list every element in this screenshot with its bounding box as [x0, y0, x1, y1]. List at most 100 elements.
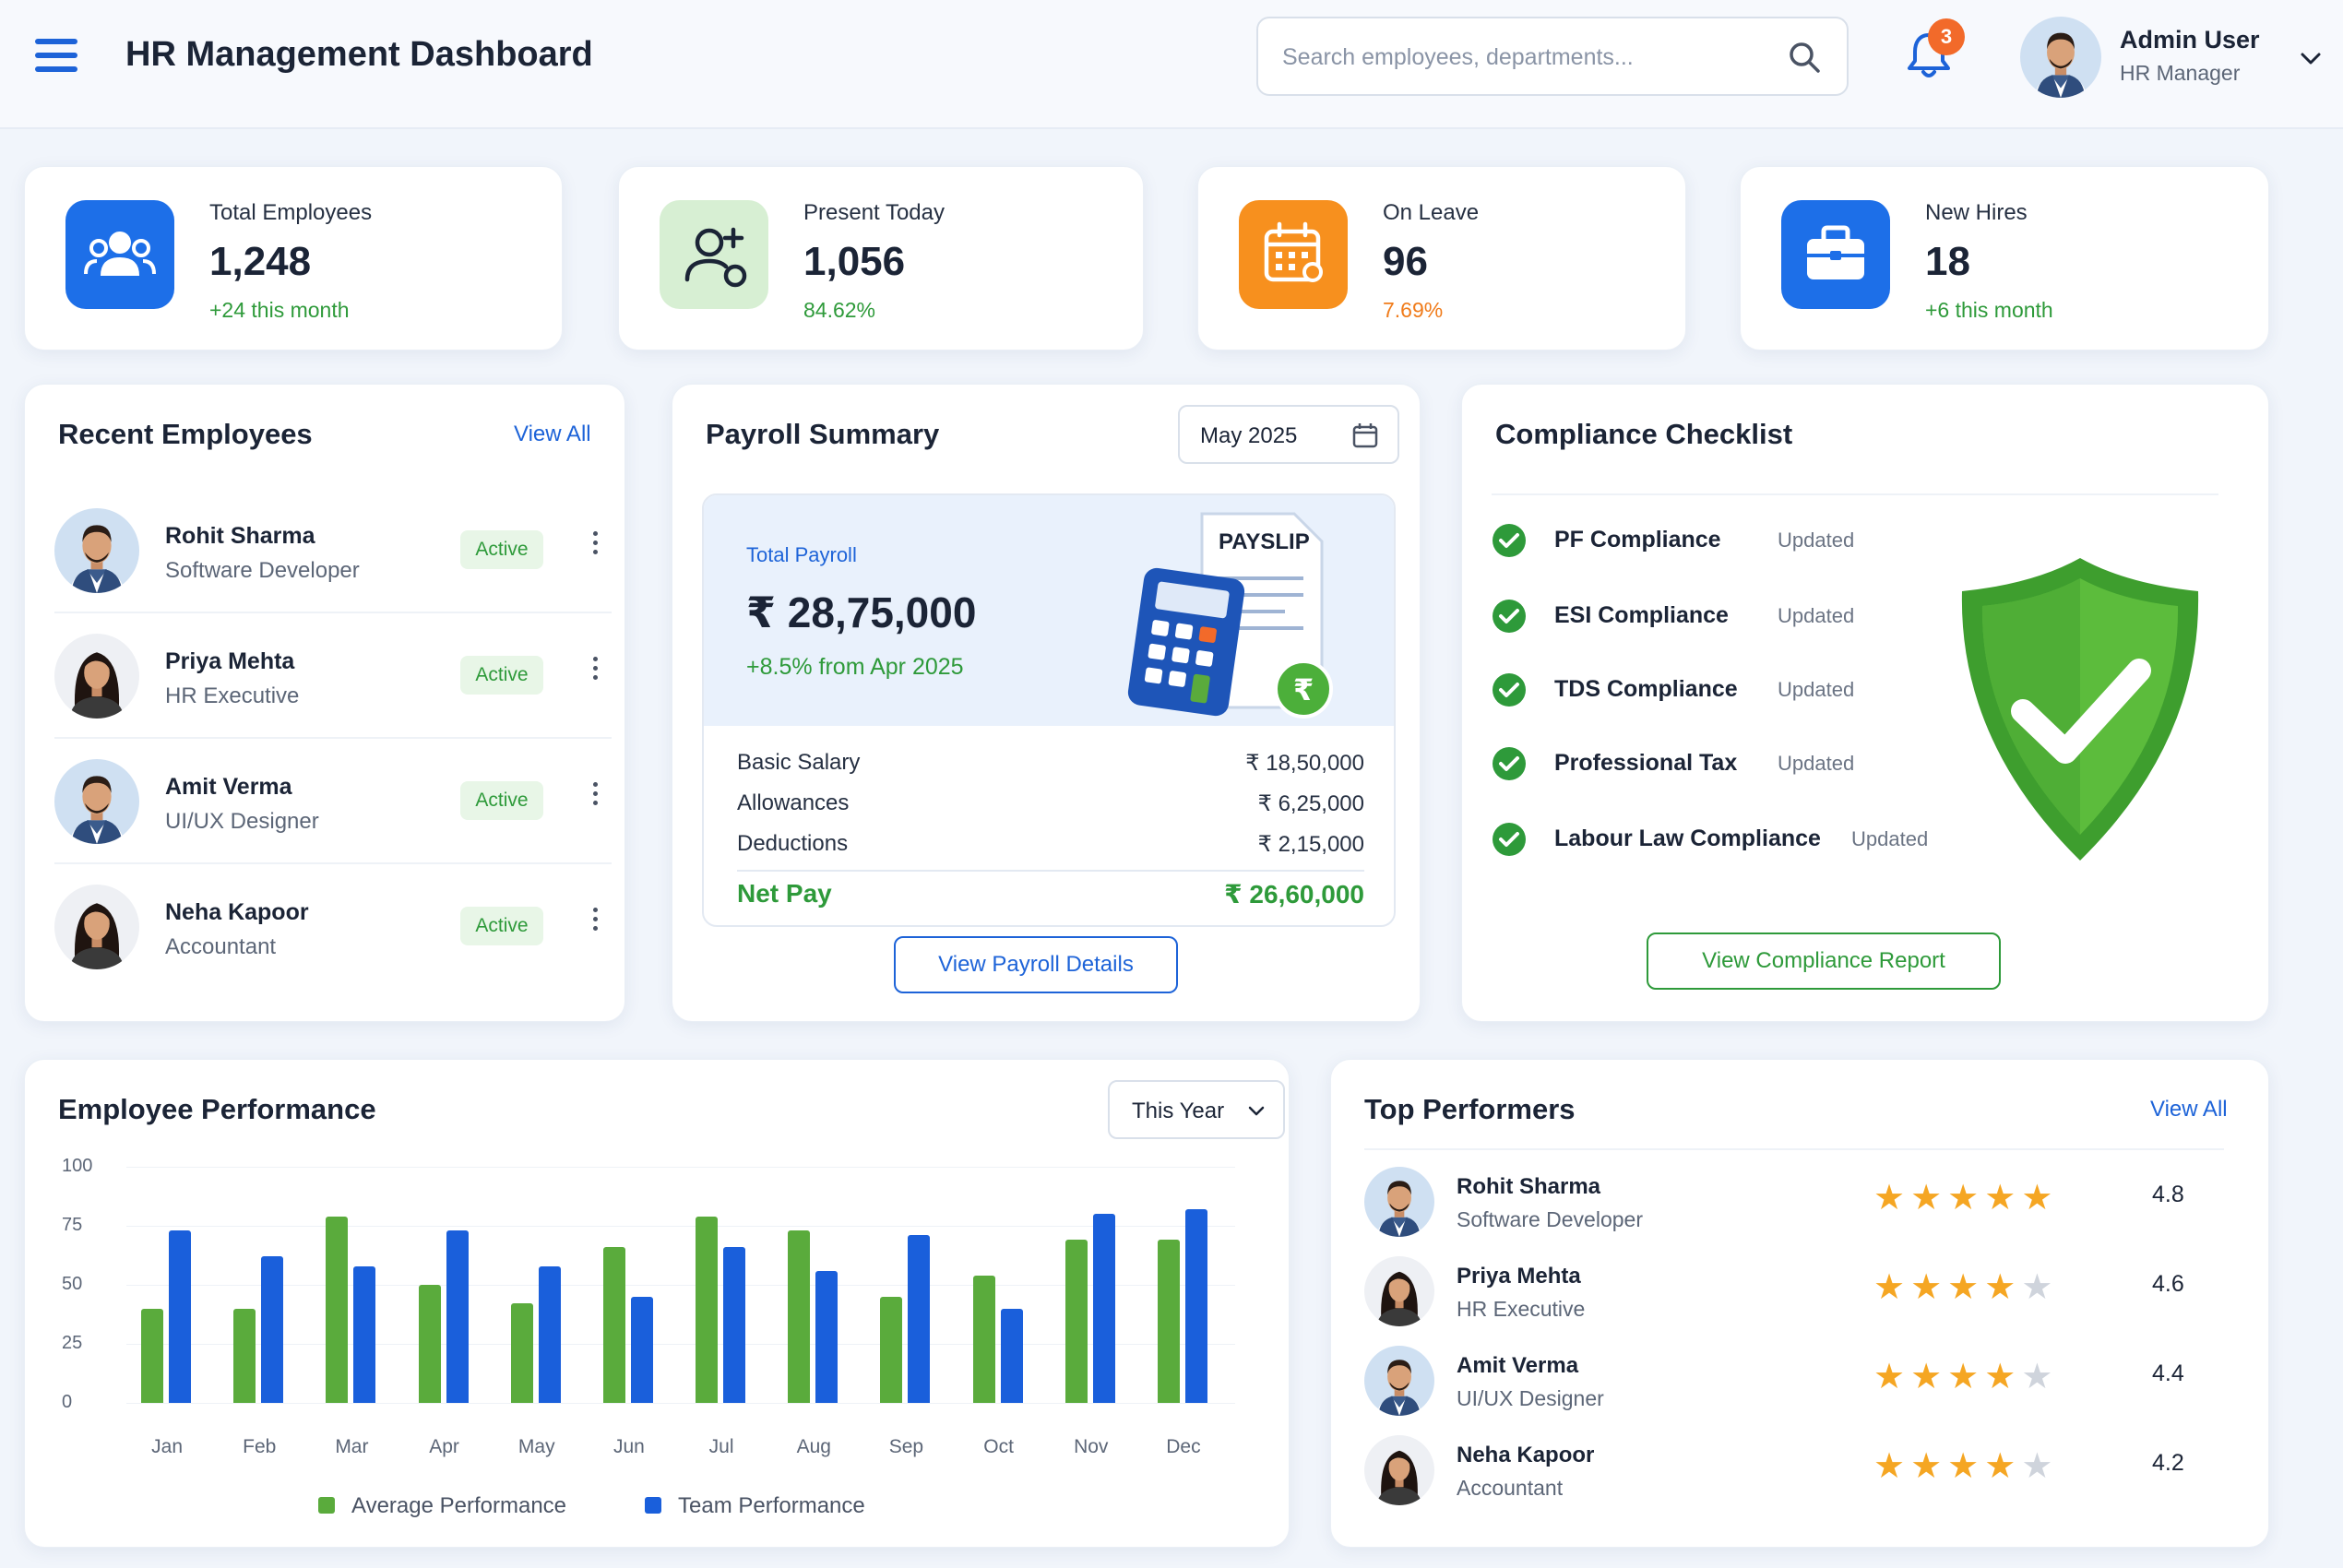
compliance-item: ESI Compliance Updated	[1492, 593, 1971, 639]
view-all-link[interactable]: View All	[514, 422, 591, 446]
bar-team-mar[interactable]	[353, 1265, 376, 1403]
check-circle-icon	[1493, 600, 1526, 633]
star-icon: ★	[2021, 1179, 2059, 1218]
y-tick-label: 75	[62, 1215, 83, 1235]
employee-name: Rohit Sharma	[165, 523, 315, 549]
avatar	[1364, 1256, 1434, 1326]
star-icon: ★	[1984, 1179, 2022, 1218]
avatar[interactable]	[2020, 17, 2101, 98]
stat-card-new-hires[interactable]: New Hires 18 +6 this month	[1740, 166, 2269, 350]
star-icon: ★	[1910, 1447, 1948, 1486]
bar-average-aug[interactable]	[788, 1230, 811, 1403]
notification-badge: 3	[1928, 18, 1965, 55]
x-tick-label: Jan	[151, 1436, 183, 1457]
view-payroll-details-button[interactable]: View Payroll Details	[894, 936, 1178, 993]
bar-average-oct[interactable]	[972, 1275, 995, 1403]
bar-team-jun[interactable]	[630, 1296, 653, 1403]
top-bar: HR Management Dashboard 3 Admin User HR …	[0, 0, 2343, 129]
more-options-icon[interactable]	[586, 652, 604, 696]
bar-average-nov[interactable]	[1064, 1240, 1088, 1403]
stat-card-on-leave[interactable]: On Leave 96 7.69%	[1197, 166, 1686, 350]
calendar-icon	[1239, 200, 1348, 309]
more-options-icon[interactable]	[586, 903, 604, 947]
payroll-growth: +8.5% from Apr 2025	[746, 654, 964, 680]
rating-score: 4.4	[2152, 1360, 2184, 1386]
user-role: HR Manager	[2120, 61, 2241, 85]
bar-team-sep[interactable]	[908, 1235, 931, 1403]
chevron-down-icon[interactable]	[2297, 44, 2325, 72]
briefcase-icon	[1781, 200, 1890, 309]
star-icon: ★	[1947, 1447, 1985, 1486]
compliance-checklist-card: Compliance Checklist PF Compliance Updat…	[1461, 384, 2269, 1022]
star-icon: ★	[1984, 1447, 2022, 1486]
star-icon: ★	[2021, 1268, 2059, 1307]
stat-value: 1,056	[803, 239, 906, 284]
more-options-icon[interactable]	[586, 527, 604, 571]
stat-label: On Leave	[1383, 200, 1480, 225]
list-item[interactable]: Rohit Sharma Software Developer ★★★★★ 4.8	[1364, 1159, 2224, 1248]
compliance-status: Updated	[1778, 752, 1855, 775]
bar-average-jun[interactable]	[602, 1247, 625, 1403]
bar-average-mar[interactable]	[326, 1216, 349, 1403]
time-range-dropdown[interactable]: This Year	[1108, 1080, 1285, 1139]
performance-bar-chart: 0 25 50 75 100 Jan Feb Mar Apr May Jun Jul Aug Sep Oct…	[25, 1060, 1290, 1549]
payroll-row-basic-salary: Basic Salary ₹ 18,50,000	[737, 742, 1364, 783]
list-item[interactable]: Priya Mehta HR Executive ★★★★★ 4.6	[1364, 1249, 2224, 1337]
stat-change: 7.69%	[1383, 298, 1444, 322]
star-rating: ★★★★★	[1873, 1180, 2058, 1217]
payroll-row-label: Deductions	[737, 831, 849, 856]
view-compliance-report-button[interactable]: View Compliance Report	[1647, 932, 2001, 990]
recent-employees-card: Recent Employees View All Rohit Sharma S…	[24, 384, 625, 1022]
total-payroll-label: Total Payroll	[746, 543, 857, 566]
avatar	[54, 885, 139, 969]
list-item[interactable]: Amit Verma UI/UX Designer Active	[54, 739, 612, 864]
payslip-illustration: PAYSLIP ₹	[1127, 512, 1333, 719]
stat-card-total-employees[interactable]: Total Employees 1,248 +24 this month	[24, 166, 563, 350]
star-rating: ★★★★★	[1873, 1448, 2058, 1485]
user-check-icon	[660, 200, 768, 309]
bar-team-dec[interactable]	[1184, 1209, 1207, 1403]
bar-team-oct[interactable]	[1000, 1308, 1023, 1403]
list-item[interactable]: Neha Kapoor Accountant Active	[54, 864, 612, 990]
menu-icon[interactable]	[35, 39, 77, 76]
bar-team-jan[interactable]	[169, 1230, 192, 1403]
search-icon[interactable]	[1786, 39, 1823, 76]
bar-average-jan[interactable]	[141, 1308, 164, 1403]
list-item[interactable]: Amit Verma UI/UX Designer ★★★★★ 4.4	[1364, 1338, 2224, 1427]
users-icon	[65, 200, 174, 309]
x-tick-label: Jun	[613, 1436, 645, 1457]
star-icon: ★	[1947, 1179, 1985, 1218]
star-icon: ★	[1947, 1358, 1985, 1396]
view-all-link[interactable]: View All	[2150, 1097, 2228, 1122]
star-icon: ★	[1873, 1268, 1911, 1307]
employee-name: Neha Kapoor	[165, 899, 309, 925]
user-name: Admin User	[2120, 26, 2260, 53]
legend-label: Team Performance	[678, 1493, 865, 1518]
bar-average-feb[interactable]	[233, 1308, 256, 1403]
stat-card-present-today[interactable]: Present Today 1,056 84.62%	[618, 166, 1144, 350]
search-box	[1256, 17, 1849, 96]
list-item[interactable]: Neha Kapoor Accountant ★★★★★ 4.2	[1364, 1428, 2224, 1516]
x-tick-label: May	[517, 1436, 555, 1457]
search-input[interactable]	[1282, 37, 1762, 77]
bar-average-may[interactable]	[510, 1303, 533, 1403]
bar-team-nov[interactable]	[1092, 1214, 1115, 1403]
bar-team-feb[interactable]	[261, 1256, 284, 1403]
bar-team-aug[interactable]	[815, 1270, 838, 1403]
bar-team-apr[interactable]	[446, 1230, 469, 1403]
payroll-details-box: Total Payroll ₹ 28,75,000 +8.5% from Apr…	[702, 493, 1396, 927]
bar-average-jul[interactable]	[696, 1216, 719, 1403]
compliance-status: Updated	[1778, 529, 1855, 552]
bar-team-jul[interactable]	[723, 1247, 746, 1403]
compliance-status: Updated	[1778, 678, 1855, 701]
bar-average-sep[interactable]	[880, 1296, 903, 1403]
bar-average-dec[interactable]	[1157, 1240, 1180, 1403]
list-item[interactable]: Rohit Sharma Software Developer Active	[54, 488, 612, 613]
list-item[interactable]: Priya Mehta HR Executive Active	[54, 613, 612, 739]
bar-team-may[interactable]	[538, 1265, 561, 1403]
period-picker[interactable]: May 2025	[1178, 405, 1399, 464]
more-options-icon[interactable]	[586, 778, 604, 822]
payroll-row-allowances: Allowances ₹ 6,25,000	[737, 783, 1364, 824]
legend-swatch	[645, 1497, 661, 1514]
bar-average-apr[interactable]	[418, 1285, 441, 1403]
